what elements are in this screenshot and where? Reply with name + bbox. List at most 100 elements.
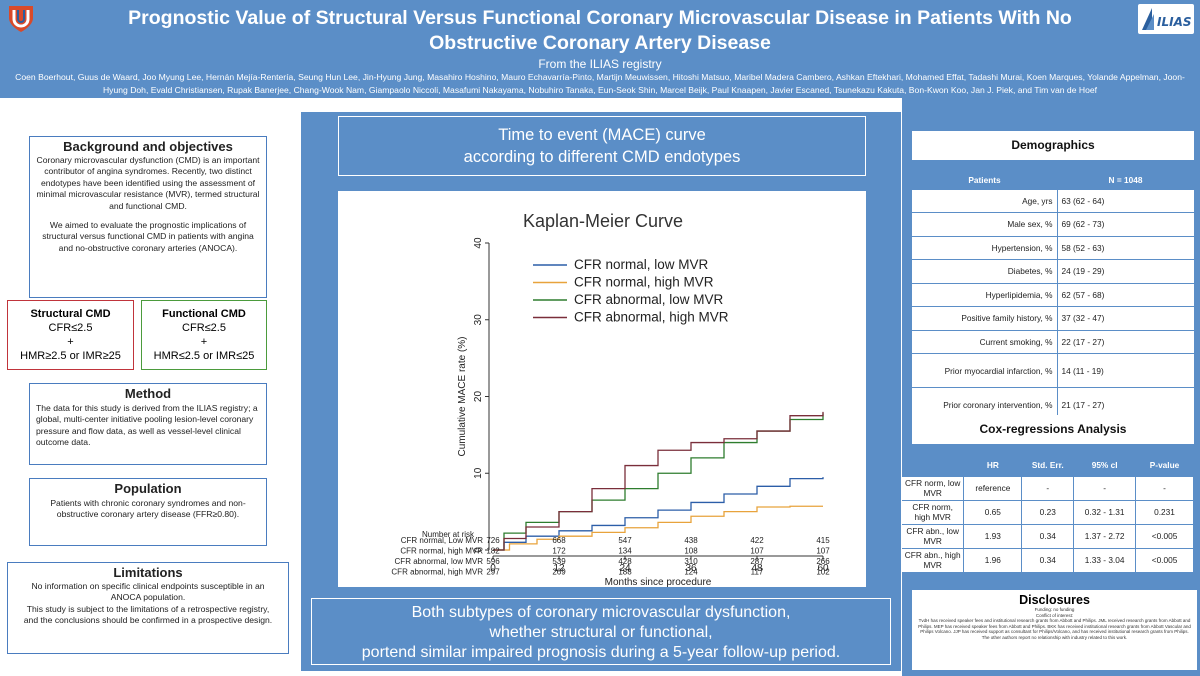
y-tick-label: 10 — [473, 467, 484, 479]
risk-value: 124 — [684, 568, 698, 577]
cox-value: - — [1135, 476, 1194, 501]
risk-value: 726 — [486, 536, 500, 545]
risk-value: 415 — [816, 536, 830, 545]
demographics-value: 69 (62 - 73) — [1057, 212, 1194, 237]
cox-header-cell: Std. Err. — [1021, 454, 1075, 477]
functional-cfr: CFR≤2.5 — [182, 322, 226, 334]
cox-value: 1.37 - 2.72 — [1073, 524, 1137, 549]
demographics-label: Age, yrs — [912, 189, 1058, 213]
demographics-row: Hyperlipidemia, % 62 (57 - 68) — [912, 283, 1194, 307]
conflict-label: Conflict of interest: — [1035, 612, 1074, 618]
demographics-label: Hyperlipidemia, % — [912, 283, 1058, 307]
conclusion-line2: whether structural or functional, — [489, 624, 713, 641]
chart-section-title: Time to event (MACE) curve according to … — [338, 116, 866, 176]
ilias-logo: ILIAS — [1138, 4, 1194, 34]
cox-value: 1.96 — [963, 548, 1023, 573]
population-text: Patients with chronic coronary syndromes… — [50, 498, 246, 520]
risk-row-label: CFR normal, Low MVR — [401, 536, 483, 545]
demographics-title: Demographics — [912, 131, 1194, 160]
legend-label: CFR abnormal, high MVR — [574, 310, 729, 325]
demographics-row: Male sex, % 69 (62 - 73) — [912, 212, 1194, 237]
risk-value: 269 — [552, 568, 566, 577]
cox-value: 0.32 - 1.31 — [1073, 500, 1137, 525]
cox-value: <0.005 — [1135, 548, 1194, 573]
y-tick-label: 40 — [473, 237, 484, 249]
risk-value: 547 — [618, 536, 632, 545]
cox-header-row: HR Std. Err. 95% cI P-value — [902, 454, 1194, 477]
population-box: Population Patients with chronic coronar… — [29, 478, 267, 546]
risk-value: 102 — [816, 568, 830, 577]
background-text: Coronary microvascular dysfunction (CMD)… — [36, 155, 260, 211]
km-series-line — [493, 505, 823, 551]
risk-value: 668 — [552, 536, 566, 545]
cox-group-label: CFR abn., high MVR — [902, 548, 965, 573]
demographics-label: Diabetes, % — [912, 259, 1058, 284]
cox-header-cell: P-value — [1135, 454, 1194, 477]
demographics-value: 24 (19 - 29) — [1057, 259, 1194, 284]
conclusion-box: Both subtypes of coronary microvascular … — [311, 598, 891, 665]
chart-section-title-line2: according to different CMD endotypes — [463, 148, 741, 166]
objectives-text: We aimed to evaluate the prognostic impl… — [42, 220, 254, 253]
poster-body: Background and objectives Coronary micro… — [0, 98, 1200, 676]
cox-value: 0.65 — [963, 500, 1023, 525]
risk-value: 438 — [684, 536, 698, 545]
number-at-risk-table: CFR normal, Low MVR 726 668 547 438 422 415 CFR… — [391, 536, 830, 577]
chart-section-title-line1: Time to event (MACE) curve — [498, 126, 706, 144]
risk-value: 539 — [552, 557, 566, 566]
structural-cmd-title: Structural CMD — [30, 308, 111, 320]
method-title: Method — [124, 386, 172, 401]
cox-group-label: CFR abn., low MVR — [902, 524, 965, 549]
disclosures-title: Disclosures — [1019, 593, 1090, 607]
risk-value: 182 — [486, 547, 500, 556]
functional-plus: + — [200, 336, 208, 348]
number-at-risk-label: Number at risk — [422, 530, 475, 539]
cox-row: CFR abn., high MVR 1.96 0.34 1.33 - 3.04 <0.… — [902, 548, 1194, 573]
y-tick-label: 20 — [473, 391, 484, 403]
risk-value: 266 — [816, 557, 830, 566]
y-tick-label: 0 — [473, 547, 484, 553]
cox-value: - — [1021, 476, 1075, 501]
demographics-row: Diabetes, % 24 (19 - 29) — [912, 259, 1194, 284]
university-logo — [6, 4, 36, 34]
demographics-header-cell: N = 1048 — [1057, 171, 1194, 190]
cox-row: CFR abn., low MVR 1.93 0.34 1.37 - 2.72 <0.0… — [902, 524, 1194, 549]
risk-value: 287 — [750, 557, 764, 566]
demographics-value: 63 (62 - 64) — [1057, 189, 1194, 213]
funding-text: Funding: no funding — [1034, 607, 1075, 612]
functional-hmr: HMR≤2.5 or IMR≤25 — [153, 350, 255, 362]
limitations-box: Limitations No information on specific c… — [7, 562, 289, 654]
risk-row-label: CFR abnormal, low MVR — [395, 557, 484, 566]
limitations-text-1: No information on specific clinical endp… — [31, 581, 265, 603]
cox-title: Cox-regressions Analysis — [912, 415, 1194, 444]
demographics-row: Hypertension, % 58 (52 - 63) — [912, 236, 1194, 260]
structural-cmd-box: Structural CMD CFR≤2.5 + HMR≥2.5 or IMR≥… — [7, 300, 134, 370]
center-panel: Time to event (MACE) curve according to … — [301, 112, 901, 671]
cox-value: <0.005 — [1135, 524, 1194, 549]
cox-value: 0.34 — [1021, 548, 1075, 573]
limitations-text-2: This study is subject to the limitations… — [23, 603, 273, 626]
risk-value: 172 — [552, 547, 566, 556]
risk-value: 428 — [618, 557, 632, 566]
y-axis-label: Cumulative MACE rate (%) — [457, 336, 468, 456]
cox-value: reference — [963, 476, 1023, 501]
poster-header: Prognostic Value of Structural Versus Fu… — [0, 0, 1200, 98]
legend-label: CFR normal, high MVR — [574, 275, 714, 290]
cox-value: 1.93 — [963, 524, 1023, 549]
x-tick-label: 12 — [553, 563, 565, 574]
cox-header-cell: 95% cI — [1073, 454, 1137, 477]
demographics-row: Current smoking, % 22 (17 - 27) — [912, 330, 1194, 354]
x-tick-label: 0 — [490, 563, 496, 574]
functional-cmd-title: Functional CMD — [162, 308, 246, 320]
disclosures-box: Disclosures Funding: no funding Conflict… — [912, 590, 1197, 670]
chart-series — [493, 411, 824, 551]
demographics-label: Hypertension, % — [912, 236, 1058, 260]
functional-cmd-box: Functional CMD CFR≤2.5 + HMR≤2.5 or IMR≤… — [141, 300, 267, 370]
demographics-header-row: Patients N = 1048 — [912, 171, 1194, 190]
chart-legend: CFR normal, low MVR CFR normal, high MVR C… — [533, 257, 729, 325]
demographics-row: Positive family history, % 37 (32 - 47) — [912, 306, 1194, 331]
demographics-value: 22 (17 - 27) — [1057, 330, 1194, 354]
y-tick-label: 30 — [473, 314, 484, 326]
left-column: Background and objectives Coronary micro… — [0, 98, 298, 676]
conclusion-line3: portend similar impaired prognosis durin… — [361, 644, 841, 661]
cox-row: CFR norm, low MVR reference - - - — [902, 476, 1194, 501]
